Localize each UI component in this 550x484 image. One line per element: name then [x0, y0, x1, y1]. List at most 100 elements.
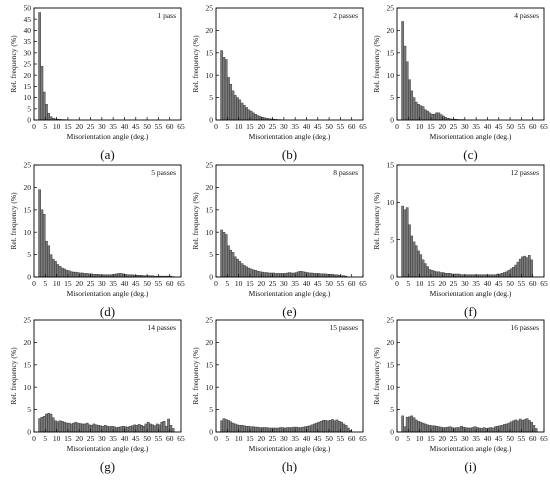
bar: [437, 426, 441, 433]
bar: [290, 272, 294, 278]
x-tick-label: 60: [348, 122, 356, 131]
y-tick-label: 5: [390, 405, 394, 414]
bar: [72, 422, 75, 433]
bar: [527, 420, 531, 433]
bar: [319, 273, 323, 278]
y-tick-label: 5: [209, 250, 213, 259]
pass-label: 1 pass: [157, 11, 176, 20]
bar: [69, 271, 73, 278]
bar: [344, 425, 348, 433]
bar: [63, 268, 66, 278]
bar: [405, 207, 409, 278]
x-tick-label: 60: [348, 434, 356, 443]
bar: [523, 255, 527, 278]
x-axis-title: Misorientation angle (deg.): [67, 289, 149, 298]
bar: [503, 424, 506, 433]
bar: [251, 269, 255, 278]
bar: [49, 254, 53, 278]
x-tick-label: 15: [64, 434, 72, 443]
x-tick-label: 35: [291, 279, 299, 288]
bar: [401, 21, 404, 121]
y-tick-label: 15: [24, 360, 32, 369]
bar: [222, 418, 226, 433]
y-tick-label: 0: [27, 273, 31, 282]
y-axis-title: Rel. frequency (%): [372, 347, 381, 405]
bar: [233, 95, 237, 121]
x-tick-label: 55: [518, 434, 526, 443]
bar: [412, 97, 416, 121]
x-tick-label: 40: [303, 279, 311, 288]
y-tick-label: 5: [390, 235, 394, 244]
x-tick-label: 5: [406, 279, 410, 288]
bar: [49, 413, 53, 433]
bar: [512, 267, 515, 278]
bar: [131, 425, 134, 433]
bar: [437, 112, 441, 121]
x-tick-label: 35: [109, 279, 117, 288]
x-tick-label: 25: [269, 279, 277, 288]
bar: [322, 273, 325, 278]
x-tick-label: 40: [303, 434, 311, 443]
bar: [455, 427, 459, 433]
bar: [108, 426, 112, 433]
x-tick-label: 60: [166, 279, 174, 288]
bar: [421, 106, 425, 121]
x-tick-label: 10: [235, 434, 243, 443]
bar: [151, 424, 155, 433]
panel-caption: (b): [282, 147, 297, 162]
x-tick-label: 50: [506, 279, 514, 288]
x-tick-label: 65: [359, 122, 367, 131]
x-tick-label: 10: [235, 122, 243, 131]
plot-frame: [215, 7, 364, 121]
y-tick-label: 20: [24, 71, 32, 80]
x-tick-label: 20: [75, 279, 83, 288]
x-tick-label: 40: [121, 434, 129, 443]
y-tick-label: 20: [206, 26, 214, 35]
bar: [72, 271, 75, 278]
bar: [233, 256, 237, 278]
y-tick-label: 5: [27, 405, 31, 414]
x-tick-label: 55: [518, 279, 526, 288]
bar: [324, 273, 328, 278]
bar: [231, 422, 235, 433]
bar: [308, 425, 312, 433]
bar: [408, 224, 411, 278]
bar: [448, 426, 452, 433]
x-tick-label: 30: [461, 434, 469, 443]
x-tick-label: 15: [427, 434, 435, 443]
x-tick-label: 0: [214, 122, 218, 131]
x-tick-label: 35: [472, 279, 480, 288]
x-tick-label: 0: [214, 279, 218, 288]
y-axis-title: Rel. frequency (%): [372, 192, 381, 250]
bar: [521, 256, 524, 278]
bar: [423, 263, 427, 278]
bar: [489, 427, 493, 433]
bar: [514, 419, 518, 433]
bar: [500, 273, 504, 278]
x-tick-label: 25: [87, 279, 95, 288]
pass-label: 16 passes: [510, 323, 539, 332]
bar: [38, 418, 41, 433]
bar: [308, 272, 312, 278]
bar: [58, 420, 62, 433]
x-tick-label: 10: [416, 122, 424, 131]
x-tick-label: 45: [314, 279, 322, 288]
panel-5: 0 5 10 15 20 25 30 35 40 45 50 55 60 650510152025Miso…: [191, 161, 367, 319]
bar: [401, 205, 404, 278]
x-tick-label: 45: [495, 122, 503, 131]
x-tick-label: 10: [53, 279, 61, 288]
bar: [42, 214, 46, 278]
x-tick-label: 5: [225, 279, 229, 288]
bar: [324, 420, 328, 433]
bar: [319, 421, 323, 433]
pass-label: 2 passes: [333, 11, 358, 20]
panel-1: 0 5 10 15 20 25 30 35 40 45 50 55 60 6505101520253035…: [9, 4, 185, 162]
x-tick-label: 35: [472, 122, 480, 131]
bar: [245, 266, 248, 278]
x-tick-label: 10: [416, 434, 424, 443]
bar: [94, 424, 98, 433]
y-tick-label: 25: [387, 316, 395, 325]
x-tick-label: 30: [280, 434, 288, 443]
bar: [60, 267, 64, 278]
bar: [92, 423, 96, 433]
